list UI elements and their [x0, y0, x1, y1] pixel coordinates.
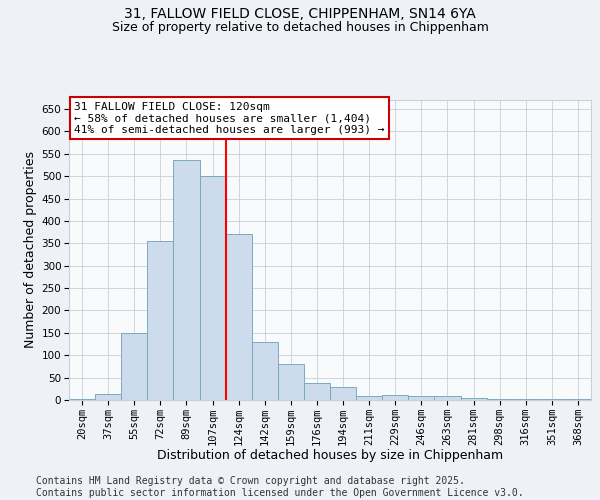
- Bar: [199, 176, 226, 400]
- Bar: [148, 241, 173, 400]
- Bar: [409, 396, 434, 400]
- Bar: [539, 399, 565, 400]
- Bar: [252, 342, 278, 400]
- Bar: [382, 394, 409, 400]
- X-axis label: Distribution of detached houses by size in Chippenham: Distribution of detached houses by size …: [157, 450, 503, 462]
- Bar: [226, 234, 252, 400]
- Bar: [513, 399, 539, 400]
- Bar: [330, 386, 356, 400]
- Text: Contains public sector information licensed under the Open Government Licence v3: Contains public sector information licen…: [36, 488, 524, 498]
- Bar: [95, 394, 121, 400]
- Bar: [69, 398, 95, 400]
- Y-axis label: Number of detached properties: Number of detached properties: [25, 152, 37, 348]
- Bar: [356, 396, 382, 400]
- Text: 31, FALLOW FIELD CLOSE, CHIPPENHAM, SN14 6YA: 31, FALLOW FIELD CLOSE, CHIPPENHAM, SN14…: [124, 8, 476, 22]
- Bar: [278, 364, 304, 400]
- Text: Size of property relative to detached houses in Chippenham: Size of property relative to detached ho…: [112, 21, 488, 34]
- Bar: [565, 399, 591, 400]
- Bar: [121, 333, 148, 400]
- Bar: [461, 398, 487, 400]
- Text: 31 FALLOW FIELD CLOSE: 120sqm
← 58% of detached houses are smaller (1,404)
41% o: 31 FALLOW FIELD CLOSE: 120sqm ← 58% of d…: [74, 102, 385, 134]
- Text: Contains HM Land Registry data © Crown copyright and database right 2025.: Contains HM Land Registry data © Crown c…: [36, 476, 465, 486]
- Bar: [487, 398, 513, 400]
- Bar: [173, 160, 199, 400]
- Bar: [434, 396, 461, 400]
- Bar: [304, 383, 330, 400]
